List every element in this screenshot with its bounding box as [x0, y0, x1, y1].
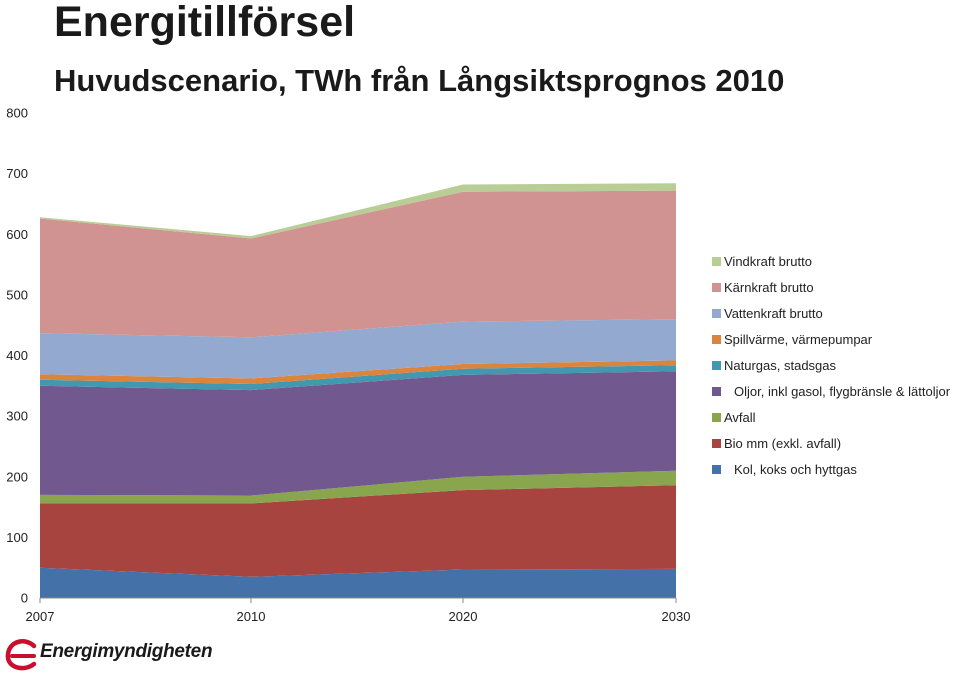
y-tick-label: 600 — [6, 227, 28, 242]
area-series-4 — [40, 365, 676, 391]
legend-label: Avfall — [724, 410, 756, 425]
logo-text: Energimyndigheten — [40, 641, 213, 662]
legend-label: Kärnkraft brutto — [724, 280, 814, 295]
legend-swatch — [712, 309, 721, 318]
x-tick-label: 2030 — [662, 609, 691, 624]
legend-label: Vindkraft brutto — [724, 254, 812, 269]
legend-swatch — [712, 439, 721, 448]
area-series-0 — [40, 567, 676, 598]
x-tick-label: 2010 — [237, 609, 266, 624]
legend-label: Kol, koks och hyttgas — [734, 462, 857, 477]
legend-swatch — [712, 335, 721, 344]
area-series-2 — [40, 470, 676, 504]
legend-swatch — [712, 361, 721, 370]
area-series-7 — [40, 190, 676, 338]
legend-label: Naturgas, stadsgas — [724, 358, 837, 373]
x-tick-label: 2007 — [26, 609, 55, 624]
area-series-group — [40, 183, 676, 598]
legend-label: Bio mm (exkl. avfall) — [724, 436, 841, 451]
area-series-3 — [40, 371, 676, 496]
energimyndigheten-logo: Energimyndigheten — [4, 636, 213, 680]
y-tick-label: 0 — [21, 591, 28, 606]
y-tick-label: 500 — [6, 287, 28, 302]
y-tick-label: 400 — [6, 348, 28, 363]
area-series-5 — [40, 360, 676, 384]
chart-title: Energitillförsel — [54, 0, 356, 46]
legend-label: Spillvärme, värmepumpar — [724, 332, 873, 347]
y-tick-label: 800 — [6, 106, 28, 121]
legend: Vindkraft brutto Kärnkraft brutto Vattenkr… — [712, 254, 951, 477]
y-tick-label: 700 — [6, 166, 28, 181]
area-series-6 — [40, 319, 676, 379]
x-axis-ticks: 2007 2010 2020 2030 — [26, 598, 691, 624]
legend-swatch — [712, 413, 721, 422]
area-series-8 — [40, 183, 676, 239]
legend-swatch — [712, 257, 721, 266]
area-series-1 — [40, 485, 676, 577]
legend-swatch — [712, 465, 721, 474]
logo-swoosh-icon — [5, 639, 37, 671]
y-tick-label: 300 — [6, 409, 28, 424]
y-axis-ticks: 0 100 200 300 400 500 600 700 800 — [6, 106, 28, 606]
legend-label: Oljor, inkl gasol, flygbränsle & lättolj… — [734, 384, 951, 399]
x-tick-label: 2020 — [449, 609, 478, 624]
legend-swatch — [712, 387, 721, 396]
y-tick-label: 100 — [6, 530, 28, 545]
y-tick-label: 200 — [6, 469, 28, 484]
chart-subtitle: Huvudscenario, TWh från Långsiktsprognos… — [54, 63, 785, 98]
legend-label: Vattenkraft brutto — [724, 306, 823, 321]
legend-swatch — [712, 283, 721, 292]
